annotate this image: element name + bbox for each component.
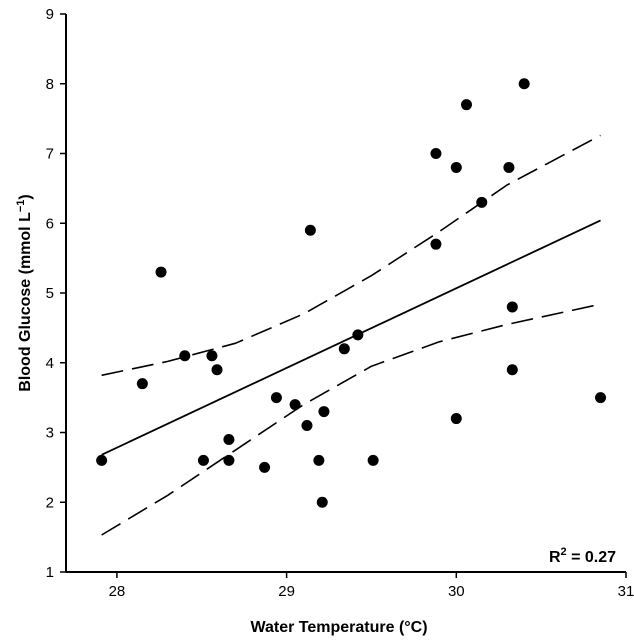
y-tick-label: 7	[46, 146, 54, 163]
r-squared-sup: 2	[561, 546, 567, 558]
data-point	[206, 350, 218, 362]
data-point	[506, 364, 518, 376]
r-squared-value: = 0.27	[567, 549, 616, 566]
axes	[65, 14, 626, 573]
data-point	[476, 196, 488, 208]
data-point	[155, 266, 167, 278]
data-point	[259, 461, 271, 473]
data-point	[503, 161, 515, 173]
data-point	[318, 406, 330, 418]
data-point	[223, 433, 235, 445]
y-tick-label: 5	[46, 285, 54, 302]
data-points	[96, 78, 607, 508]
data-point	[304, 224, 316, 236]
data-point	[211, 364, 223, 376]
r-squared-prefix: R	[549, 549, 561, 566]
data-point	[197, 454, 209, 466]
y-axis-title-main: Blood Glucose (mmol L	[17, 212, 34, 392]
confidence-bands	[101, 134, 601, 536]
y-axis-title: Blood Glucose (mmol L−1)	[15, 194, 34, 391]
x-tick-label: 31	[618, 583, 634, 600]
regression-line	[101, 219, 601, 456]
data-point	[313, 454, 325, 466]
y-tick-label: 4	[46, 355, 54, 372]
data-point	[430, 148, 442, 159]
y-tick-label: 1	[46, 564, 54, 581]
y-tick-label: 3	[46, 425, 54, 442]
confidence-band-upper	[101, 134, 601, 377]
r-squared-annotation: R2 = 0.27	[549, 546, 616, 566]
data-point	[518, 78, 530, 90]
data-point	[136, 378, 148, 390]
data-point	[595, 392, 607, 404]
data-point	[223, 454, 235, 466]
x-axis-title: Water Temperature (°C)	[250, 619, 427, 636]
data-point	[506, 301, 518, 313]
y-tick-label: 9	[46, 6, 54, 23]
x-ticks: 28 29 30 31	[109, 572, 634, 600]
data-point	[179, 350, 191, 362]
confidence-band-lower	[101, 303, 601, 536]
data-point	[270, 392, 282, 404]
y-tick-label: 6	[46, 215, 54, 232]
data-point	[460, 99, 472, 111]
data-point	[289, 399, 301, 411]
y-ticks: 1 2 3 4 5 6 7 8 9	[46, 6, 66, 581]
y-tick-label: 8	[46, 76, 54, 93]
y-tick-label: 2	[46, 494, 54, 511]
data-point	[338, 343, 350, 355]
data-point	[301, 420, 313, 432]
data-point	[96, 454, 108, 466]
data-point	[450, 161, 462, 173]
x-tick-label: 29	[278, 583, 295, 600]
x-tick-label: 30	[448, 583, 465, 600]
y-axis-title-close: )	[17, 194, 34, 199]
data-point	[352, 329, 364, 341]
data-point	[430, 238, 442, 250]
y-axis-title-sup: −1	[15, 200, 27, 213]
regression	[101, 219, 601, 456]
x-tick-label: 28	[109, 583, 126, 600]
data-point	[316, 496, 328, 508]
data-point	[367, 454, 379, 466]
data-point	[450, 413, 462, 425]
